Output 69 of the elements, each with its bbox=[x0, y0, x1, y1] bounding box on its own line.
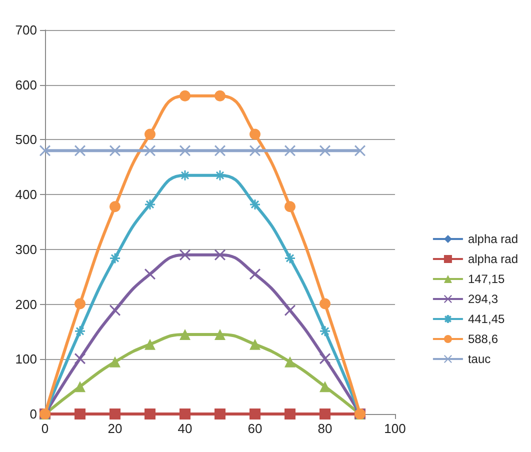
y-tick-label: 500 bbox=[15, 132, 37, 148]
point bbox=[144, 408, 156, 420]
point bbox=[320, 381, 330, 392]
point bbox=[110, 408, 120, 420]
point bbox=[144, 145, 156, 156]
point bbox=[74, 381, 86, 392]
point bbox=[74, 145, 86, 156]
point bbox=[250, 408, 260, 420]
point bbox=[109, 252, 121, 264]
point bbox=[284, 145, 296, 156]
y-tick-label: 400 bbox=[15, 187, 37, 202]
legend-label: 147,15 bbox=[468, 272, 505, 286]
point bbox=[319, 325, 331, 337]
y-tick-label: 700 bbox=[15, 22, 37, 38]
point bbox=[284, 408, 296, 420]
point bbox=[180, 90, 190, 102]
point bbox=[284, 356, 296, 368]
y-tick-label: 0 bbox=[30, 406, 37, 422]
point bbox=[74, 353, 86, 364]
y-tick-label: 600 bbox=[15, 77, 37, 92]
x-tick-label: 20 bbox=[108, 421, 122, 436]
legend-label: alpha rad bbox=[468, 232, 518, 246]
point bbox=[250, 338, 260, 350]
point bbox=[214, 90, 226, 102]
point bbox=[320, 298, 330, 310]
x-tick-label: 100 bbox=[384, 421, 406, 436]
point bbox=[40, 145, 50, 156]
point bbox=[214, 249, 226, 260]
legend-label: alpha rad bbox=[468, 252, 518, 266]
point bbox=[214, 408, 226, 420]
point bbox=[180, 408, 190, 420]
point bbox=[284, 252, 296, 264]
y-tick-label: 200 bbox=[15, 296, 37, 312]
legend-label: tauc bbox=[468, 352, 491, 366]
point bbox=[320, 145, 330, 156]
point bbox=[180, 328, 190, 340]
point bbox=[320, 408, 330, 420]
point bbox=[214, 145, 226, 156]
point bbox=[110, 145, 120, 156]
y-tick-label: 300 bbox=[15, 242, 37, 257]
legend-label: 588,6 bbox=[468, 332, 498, 346]
point bbox=[180, 249, 190, 260]
point bbox=[74, 325, 86, 337]
point bbox=[284, 304, 296, 316]
point bbox=[250, 268, 260, 280]
point bbox=[74, 408, 86, 420]
point bbox=[110, 304, 120, 316]
point bbox=[250, 145, 260, 156]
point bbox=[320, 353, 330, 364]
point bbox=[284, 201, 296, 212]
point bbox=[144, 128, 156, 140]
point bbox=[250, 128, 260, 140]
point bbox=[144, 268, 156, 280]
y-tick-label: 100 bbox=[15, 352, 37, 367]
point bbox=[74, 298, 86, 310]
point bbox=[214, 328, 226, 340]
point bbox=[144, 198, 156, 210]
point bbox=[110, 356, 120, 368]
point bbox=[354, 145, 366, 156]
legend-label: 294,3 bbox=[468, 292, 498, 306]
x-tick-label: 80 bbox=[318, 421, 332, 436]
legend-label: 441,45 bbox=[468, 312, 505, 326]
point bbox=[180, 145, 190, 156]
x-tick-label: 40 bbox=[178, 421, 192, 436]
x-tick-label: 0 bbox=[41, 421, 49, 436]
point bbox=[110, 201, 120, 212]
x-tick-label: 60 bbox=[248, 421, 262, 436]
point bbox=[249, 198, 261, 210]
point bbox=[144, 338, 156, 350]
